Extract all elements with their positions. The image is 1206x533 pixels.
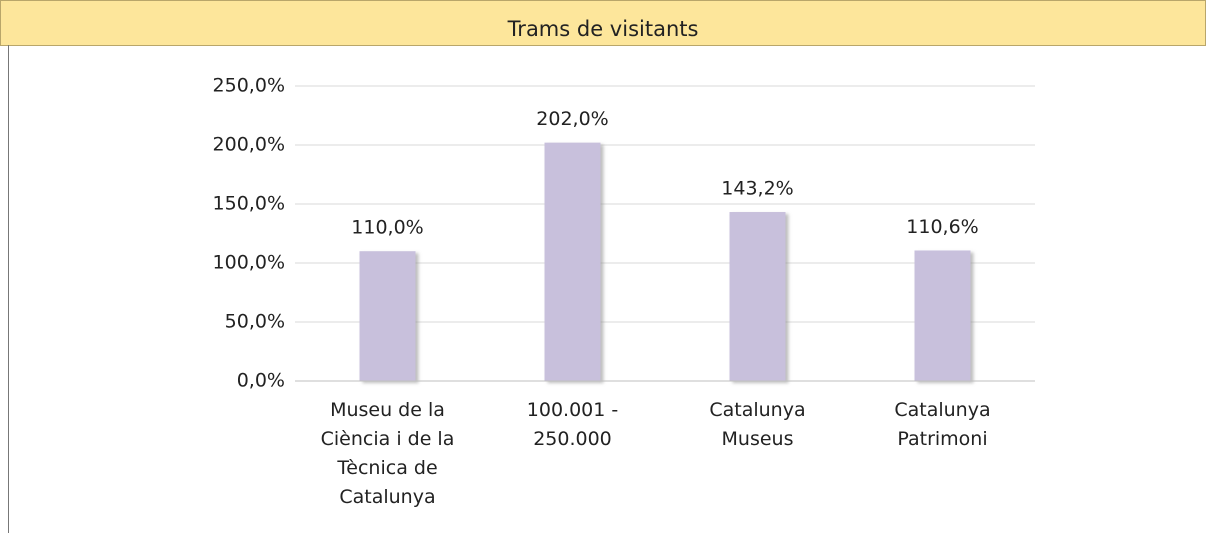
value-label: 110,0% [351,217,423,239]
x-tick-label: Catalunya Museus [709,399,806,450]
y-tick-label: 100,0% [213,252,285,274]
value-label: 143,2% [721,178,793,200]
frame-border [8,45,9,533]
y-tick-label: 200,0% [213,134,285,156]
bar [729,212,786,381]
value-label: 110,6% [906,216,978,238]
x-tick-label: Catalunya Patrimoni [894,399,991,450]
chart-title: Trams de visitants [507,17,699,41]
y-tick-label: 50,0% [225,311,285,333]
y-tick-label: 0,0% [237,370,285,392]
header-bar [0,0,1206,46]
x-tick-label: Museu de la Ciència i de la Tècnica de C… [320,399,455,508]
x-tick-label: 100.001 - 250.000 [526,399,619,450]
value-label: 202,0% [536,108,608,130]
bar [914,250,971,381]
bar [544,142,601,381]
bar [359,251,416,381]
y-tick-label: 150,0% [213,193,285,215]
y-tick-label: 250,0% [213,75,285,97]
